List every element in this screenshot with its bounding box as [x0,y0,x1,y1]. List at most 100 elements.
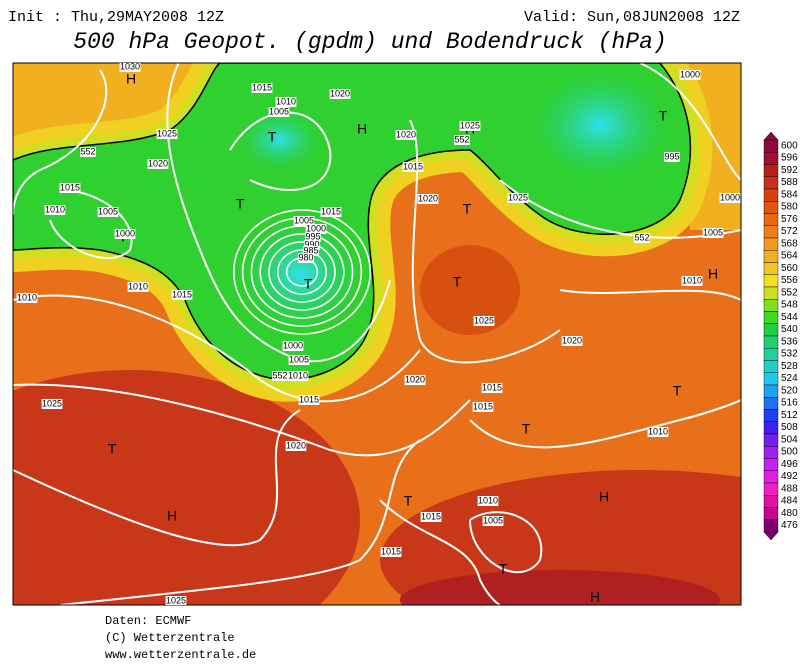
colorbar-label: 488 [781,483,798,494]
label-bg [507,193,529,203]
pressure-center: H [708,266,718,282]
isobar [268,241,336,303]
colorbar-label: 528 [781,361,798,372]
colorbar-label: 544 [781,312,798,323]
label-bg [679,70,701,80]
footer-line: (C) Wetterzentrale [105,631,235,645]
colorbar-swatch [763,360,779,373]
pressure-center: T [404,493,413,509]
isobar-label: 1025 [42,398,62,408]
isobar-label: 1010 [682,275,702,285]
label-bg [303,246,319,256]
colorbar-label: 596 [781,153,798,164]
footer-line: www.wetterzentrale.de [105,648,256,662]
colorbar-label: 588 [781,177,798,188]
pressure-center: H [167,508,177,524]
pressure-center: T [108,441,117,457]
label-bg [473,316,495,326]
colorbar-swatch [763,482,779,496]
colorbar-swatch [763,409,779,422]
colorbar-label: 532 [781,349,798,360]
label-bg [97,207,119,217]
map-labels: HTHTTTTTTHHTTTHTTHH103010151010100510201… [16,63,741,605]
pressure-center: T [522,421,531,437]
isobar [379,499,501,605]
isobar [559,289,741,301]
colorbar-swatch [763,335,779,349]
label-bg [272,371,288,381]
pressure-center: T [499,561,508,577]
valid-time: Valid: Sun,08JUN2008 12Z [524,9,740,26]
footer-line: Daten: ECMWF [105,614,191,628]
label-bg [275,97,297,107]
label-bg [472,402,494,412]
isobar [13,383,471,457]
cold-core [530,70,670,180]
warm-area [380,470,741,605]
trough [13,63,691,380]
colorbar-label: 600 [781,140,798,151]
label-bg [298,395,320,405]
pressure-center: T [659,108,668,124]
label-bg [454,135,470,145]
colorbar-swatch [763,323,779,337]
cold-core [240,110,320,170]
label-bg [320,207,342,217]
isobar-label: 552 [454,134,469,144]
isobar-label: 1020 [286,440,306,450]
isobar [13,294,421,403]
pressure-center: T [463,201,472,217]
label-bg [420,512,442,522]
colorbar-label: 540 [781,324,798,335]
isobar-label: 1020 [562,335,582,345]
colorbar-swatch [763,176,779,190]
colorbar-label: 500 [781,447,798,458]
colorbar-label: 484 [781,496,798,507]
colorbar-label: 536 [781,336,798,347]
isobar-label: 1015 [403,161,423,171]
label-bg [459,121,481,131]
colorbar-label: 476 [781,520,798,531]
isobar-label: 995 [664,151,679,161]
label-bg [287,371,309,381]
colorbar-label: 496 [781,459,798,470]
colorbar-swatch [763,213,779,226]
isobar [13,409,301,547]
colorbar-label: 564 [781,251,798,262]
colorbar-label: 516 [781,398,798,409]
label-bg [251,83,273,93]
isobar [49,189,133,260]
label-bg [268,107,290,117]
label-bg [285,441,307,451]
label-bg [80,147,96,157]
colorbar-swatch [763,446,779,459]
colorbar-label: 520 [781,385,798,396]
colorbar-label: 572 [781,226,798,237]
label-bg [395,130,417,140]
label-bg [127,282,149,292]
label-bg [156,129,178,139]
colorbar-label: 492 [781,471,798,482]
label-bg [288,355,310,365]
label-bg [44,205,66,215]
colorbar-label: 580 [781,202,798,213]
isobar [469,511,543,574]
isobar-label: 1015 [482,382,502,392]
isobar-label: 1015 [421,511,441,521]
isobar-label: 1025 [157,128,177,138]
pressure-center: T [236,196,245,212]
isobar-label: 980 [298,252,313,262]
isobar-label: 1010 [478,495,498,505]
label-bg [119,63,141,72]
colorbar-swatch [763,507,779,520]
warm-area [400,570,720,605]
isobar [639,63,741,181]
colorbar-label: 508 [781,422,798,433]
map [13,63,741,605]
label-bg [482,516,504,526]
colorbar-swatch [763,348,779,361]
colorbar-label: 584 [781,189,798,200]
colorbar-label: 504 [781,434,798,445]
label-bg [664,152,680,162]
